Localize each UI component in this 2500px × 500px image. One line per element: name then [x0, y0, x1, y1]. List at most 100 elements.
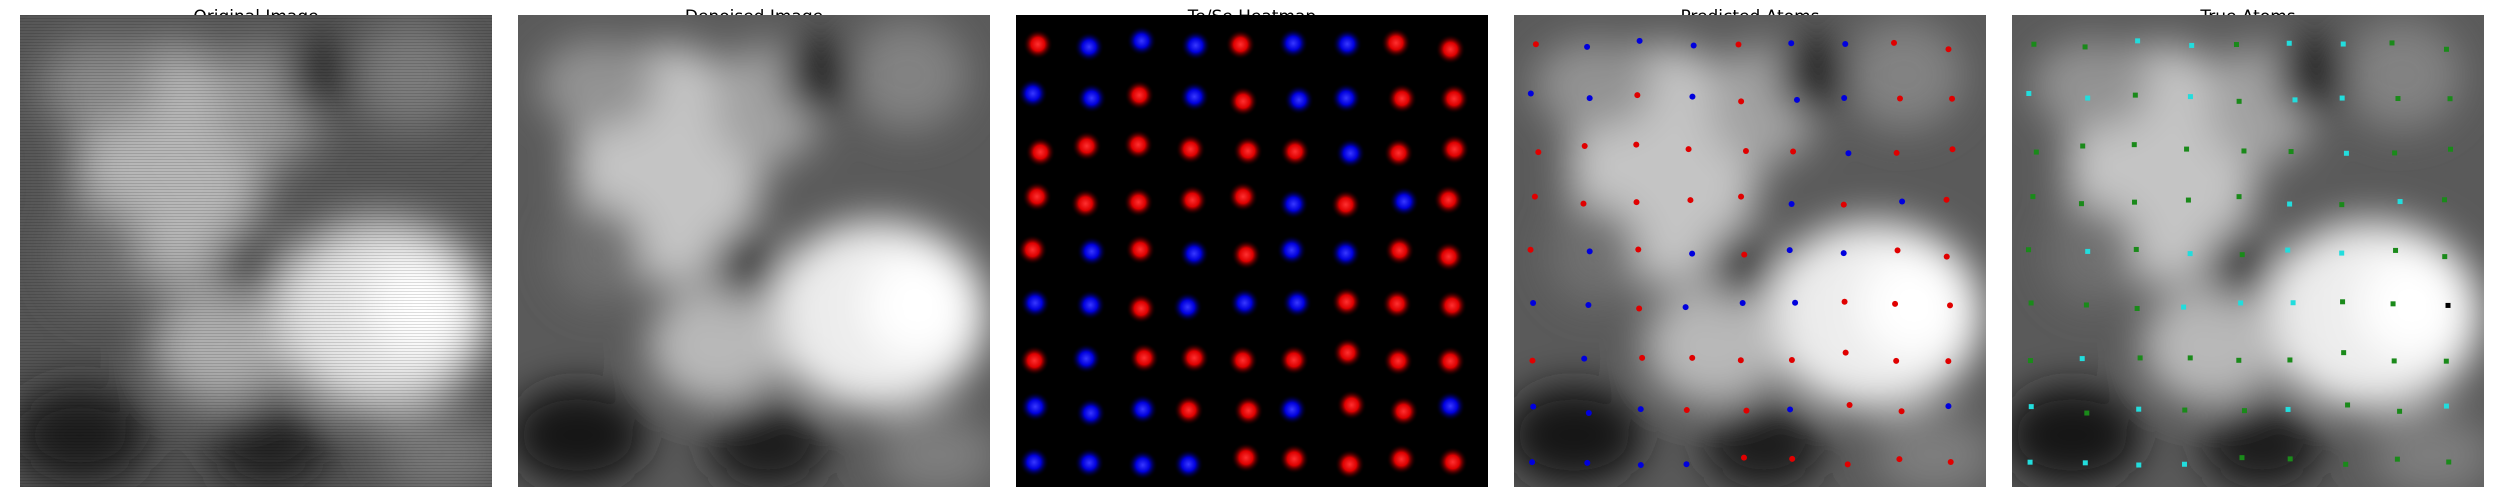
true-te-atom [2288, 456, 2293, 461]
true-te-atom [2188, 355, 2193, 360]
se-heat-spot [1173, 449, 1203, 479]
true-se-atom [2188, 94, 2193, 99]
true-te-atom [2084, 411, 2089, 416]
te-heat-spot [1385, 235, 1415, 265]
original-image [20, 15, 492, 487]
true-other-atom [2446, 303, 2451, 308]
te-heat-spot [1072, 131, 1102, 161]
se-heat-spot [1179, 239, 1209, 269]
predicted-se-atom [1740, 300, 1746, 306]
predicted-se-atom [1638, 462, 1644, 468]
predicted-se-atom [1581, 356, 1587, 362]
predicted-te-atom [1789, 357, 1795, 363]
true-se-atom [2398, 199, 2403, 204]
true-te-atom [2341, 350, 2346, 355]
true-se-atom [2136, 463, 2141, 468]
predicted-te-atom [1639, 355, 1645, 361]
se-heat-spot [1020, 288, 1050, 318]
te-heat-spot [1279, 444, 1309, 474]
true-te-atom [2240, 252, 2245, 257]
true-te-atom [2241, 148, 2246, 153]
se-heat-spot [1389, 187, 1419, 217]
predicted-te-atom [1843, 350, 1849, 356]
true-se-atom [2181, 305, 2186, 310]
te-heat-spot [1438, 447, 1468, 477]
predicted-te-atom [1845, 461, 1851, 467]
true-se-atom [2287, 41, 2292, 46]
true-te-atom [2083, 44, 2088, 49]
true-te-atom [2242, 408, 2247, 413]
se-heat-spot [1127, 26, 1157, 56]
true-te-atom [2026, 247, 2031, 252]
te-heat-spot [1332, 287, 1362, 317]
predicted-te-atom [1743, 408, 1749, 414]
true-se-atom [2291, 300, 2296, 305]
true-te-atom [2134, 247, 2139, 252]
se-heat-spot [1282, 288, 1312, 318]
predicted-se-atom [1637, 38, 1643, 44]
true-se-atom [2026, 91, 2031, 96]
true-se-atom [2188, 251, 2193, 256]
predicted-se-atom [1841, 250, 1847, 256]
true-te-atom [2287, 357, 2292, 362]
te-heat-spot [1177, 185, 1207, 215]
true-te-atom [2343, 462, 2348, 467]
true-te-atom [2132, 200, 2137, 205]
predicted-te-atom [1944, 197, 1950, 203]
predicted-te-atom [1945, 358, 1951, 364]
te-heat-spot [1129, 343, 1159, 373]
te-heat-spot [1022, 182, 1052, 212]
true-te-atom [2079, 201, 2084, 206]
predicted-te-atom [1636, 305, 1642, 311]
predicted-te-atom [1897, 96, 1903, 102]
te-heat-spot [1228, 182, 1258, 212]
predicted-te-atom [1686, 146, 1692, 152]
predicted-te-atom [1634, 92, 1640, 98]
predicted-te-atom [1789, 456, 1795, 462]
true-se-atom [2136, 407, 2141, 412]
te-heat-spot [1179, 343, 1209, 373]
true-se-atom [2085, 96, 2090, 101]
predicted-te-atom [1580, 201, 1586, 207]
predicted-se-atom [1842, 41, 1848, 47]
te-heat-spot [1233, 396, 1263, 426]
se-heat-spot [1277, 235, 1307, 265]
te-heat-spot [1225, 29, 1255, 59]
se-heat-spot [1284, 85, 1314, 115]
te-heat-spot [1383, 346, 1413, 376]
se-heat-spot [1335, 138, 1365, 168]
predicted-te-atom [1689, 355, 1695, 361]
se-heat-spot [1074, 32, 1104, 62]
true-te-atom [2028, 358, 2033, 363]
true-se-atom [2341, 42, 2346, 47]
te-heat-spot [1337, 390, 1367, 420]
se-heat-spot [1181, 30, 1211, 60]
predicted-se-atom [1792, 300, 1798, 306]
predicted-te-atom [1528, 247, 1534, 253]
te-heat-spot [1233, 136, 1263, 166]
se-heat-spot [1075, 290, 1105, 320]
se-heat-spot [1331, 238, 1361, 268]
se-heat-spot [1020, 392, 1050, 422]
predicted-te-atom [1741, 252, 1747, 258]
denoised-image-panel: Denoised Image [518, 15, 990, 487]
true-te-atom [2390, 40, 2395, 45]
true-te-atom [2034, 150, 2039, 155]
true-te-atom [2391, 301, 2396, 306]
predicted-te-atom [1842, 299, 1848, 305]
true-se-atom [2292, 97, 2297, 102]
te-heat-spot [1386, 444, 1416, 474]
true-se-atom [2285, 248, 2290, 253]
predicted-te-atom [1893, 358, 1899, 364]
true-te-atom [2345, 402, 2350, 407]
te-heat-spot [1437, 290, 1467, 320]
predicted-te-atom [1945, 46, 1951, 52]
predicted-te-atom [1947, 302, 1953, 308]
se-heat-spot [1332, 29, 1362, 59]
predicted-se-atom [1528, 90, 1534, 96]
te-heat-spot [1382, 289, 1412, 319]
te-heat-spot [1124, 187, 1154, 217]
true-se-atom [2189, 43, 2194, 48]
predicted-se-atom [1691, 42, 1697, 48]
se-heat-spot [1019, 447, 1049, 477]
